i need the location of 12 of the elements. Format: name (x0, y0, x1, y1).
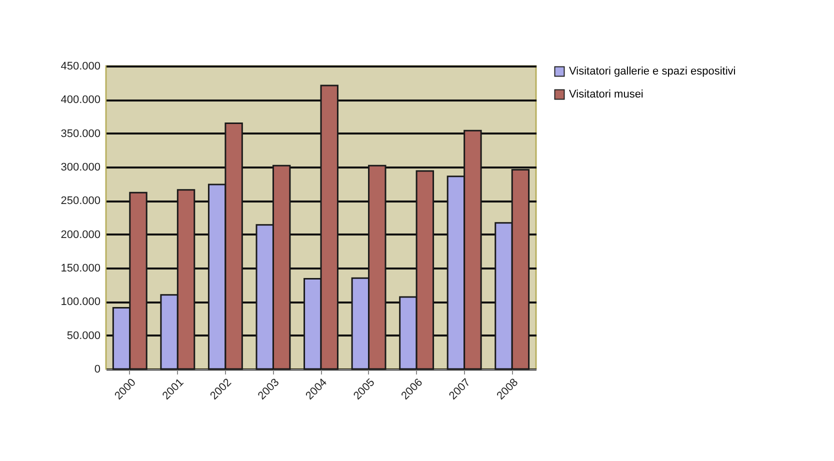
y-tick-label: 0 (94, 364, 100, 376)
y-tick-label: 250.000 (60, 195, 100, 208)
y-tick-label: 200.000 (60, 228, 100, 241)
y-tick-label: 350.000 (60, 128, 100, 140)
y-tick-label: 300.000 (60, 162, 100, 174)
y-tick-label: 150.000 (60, 262, 100, 274)
y-tick-label: 50.000 (66, 330, 100, 342)
legend-label: Visitatori gallerie e spazi espositivi (569, 66, 736, 78)
legend-label: Visitatori musei (569, 88, 644, 100)
y-tick-label: 400.000 (60, 94, 100, 106)
y-tick-label: 450.000 (60, 60, 100, 72)
y-tick-label: 100.000 (60, 296, 100, 308)
